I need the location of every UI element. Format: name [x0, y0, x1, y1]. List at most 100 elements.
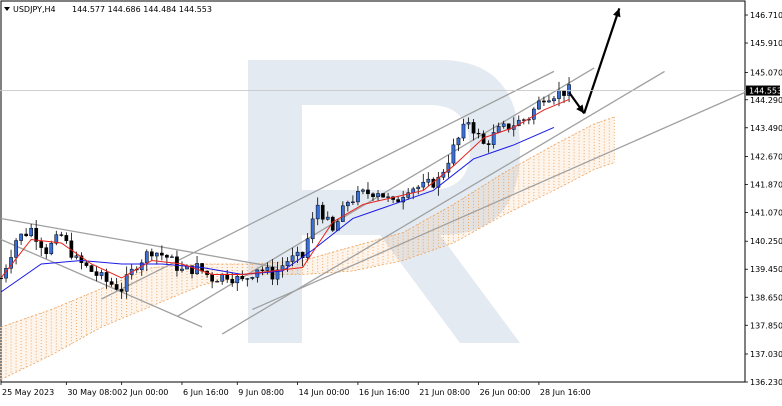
- candle-body: [346, 202, 350, 207]
- candle-body: [240, 275, 245, 280]
- candle-body: [547, 100, 551, 103]
- candle-body: [14, 240, 18, 258]
- candle-body: [315, 204, 320, 220]
- candle-body: [371, 193, 375, 197]
- last-price-label: 144.553: [749, 87, 782, 96]
- candle-body: [562, 90, 566, 96]
- last-price-tag: 144.553: [0, 85, 782, 96]
- candle-body: [466, 122, 471, 125]
- price-tick-label: 142.670: [750, 152, 782, 161]
- candle-body: [305, 238, 310, 258]
- candle-body: [160, 252, 164, 256]
- forecast-arrow-shaft: [583, 8, 621, 114]
- candlesticks: [0, 77, 571, 299]
- plot-border: [0, 0, 746, 383]
- tenkan-sen-line: [0, 98, 570, 279]
- candle-body: [144, 251, 149, 264]
- candle-body: [34, 227, 39, 242]
- candle-body: [149, 251, 154, 257]
- candle-body: [376, 193, 380, 197]
- candle-body: [260, 269, 265, 271]
- price-tick-label: 144.290: [750, 96, 782, 105]
- time-tick-label: 2 Jun 00:00: [123, 388, 169, 397]
- candle-body: [245, 278, 250, 280]
- time-tick-label: 6 Jun 16:00: [183, 388, 229, 397]
- candle-body: [356, 191, 360, 203]
- price-axis: 146.710 145.910 145.070 144.290 143.490 142.6…: [745, 11, 782, 387]
- candle-body: [481, 133, 486, 144]
- candle-body: [446, 162, 451, 173]
- candle-body: [567, 84, 571, 96]
- candle-body: [300, 251, 305, 258]
- candle-body: [54, 234, 59, 244]
- forecast-arrow-head: [613, 8, 621, 18]
- trend-line: [252, 91, 746, 311]
- candle-body: [486, 143, 491, 145]
- candle-body: [230, 279, 235, 284]
- candle-body: [190, 265, 194, 275]
- senkou-span-b: [0, 162, 615, 380]
- time-tick-label: 21 Jun 08:00: [419, 388, 470, 397]
- candle-body: [501, 123, 506, 127]
- candle-body: [476, 132, 481, 135]
- price-tick-label: 141.070: [750, 209, 782, 218]
- price-tick-label: 145.070: [750, 68, 782, 77]
- candle-body: [340, 205, 345, 222]
- price-tick-label: 141.870: [750, 180, 782, 189]
- dropdown-triangle-icon[interactable]: [4, 7, 10, 11]
- time-tick-label: 9 Jun 08:00: [238, 388, 284, 397]
- candle-body: [542, 100, 546, 103]
- candle-body: [426, 178, 431, 183]
- candle-body: [537, 100, 541, 110]
- chart-header: USDJPY,H4 144.577 144.686 144.484 144.55…: [4, 5, 212, 14]
- candle-body: [19, 233, 23, 241]
- candle-body: [44, 247, 49, 255]
- candle-body: [79, 255, 84, 263]
- candle-body: [401, 197, 406, 203]
- candle-body: [491, 132, 496, 145]
- candle-body: [250, 277, 255, 279]
- candle-body: [325, 216, 330, 220]
- candle-body: [99, 272, 104, 276]
- candle-body: [386, 196, 390, 198]
- time-axis: 25 May 2023 30 May 08:00 2 Jun 00:00 6 Jun …: [0, 382, 591, 397]
- candle-body: [532, 108, 536, 120]
- trend-line: [176, 67, 595, 318]
- candle-body: [295, 251, 300, 257]
- candle-body: [94, 271, 99, 276]
- candle-body: [180, 268, 184, 271]
- senkou-span-a: [0, 116, 615, 328]
- candle-body: [114, 284, 119, 290]
- price-tick-label: 146.710: [750, 11, 782, 20]
- indicator-lines: [0, 98, 570, 293]
- candle-body: [154, 252, 159, 257]
- candle-body: [451, 144, 456, 164]
- candle-body: [215, 281, 220, 283]
- price-tick-label: 138.650: [750, 293, 782, 302]
- candle-body: [516, 119, 521, 127]
- candle-body: [84, 262, 89, 266]
- candle-body: [406, 192, 411, 198]
- candle-body: [210, 274, 214, 282]
- candle-body: [119, 289, 124, 292]
- candle-body: [320, 204, 325, 220]
- candle-body: [220, 273, 225, 282]
- time-tick-label: 25 May 2023: [2, 388, 54, 397]
- symbol-timeframe: USDJPY,H4: [13, 5, 56, 14]
- candle-body: [285, 261, 290, 266]
- candle-body: [496, 126, 501, 133]
- candle-body: [557, 90, 561, 99]
- candle-body: [351, 201, 355, 203]
- price-tick-label: 139.450: [750, 265, 782, 274]
- ohlc-values: 144.577 144.686 144.484 144.553: [72, 5, 212, 14]
- candle-body: [235, 275, 240, 284]
- candle-body: [165, 254, 169, 258]
- price-tick-label: 136.230: [750, 378, 782, 387]
- forecast-arrows: [568, 8, 621, 115]
- candle-body: [436, 176, 441, 188]
- candle-body: [396, 199, 400, 203]
- forecast-arrow-head: [576, 104, 585, 114]
- trend-line: [0, 217, 278, 269]
